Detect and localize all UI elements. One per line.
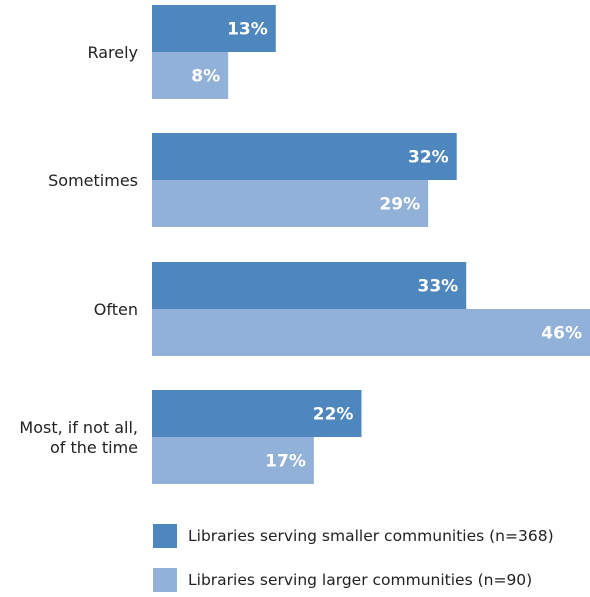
- bar-often-series-2: [152, 309, 590, 356]
- category-label-most-if-not-all-of-the-time: Most, if not all, of the time: [19, 418, 138, 457]
- bar-rarely-series-1: [152, 5, 276, 52]
- value-label-sometimes-series-1: 32%: [408, 148, 449, 168]
- value-label-rarely-series-1: 13%: [227, 20, 268, 40]
- category-label-often: Often: [94, 300, 138, 319]
- bar-most-if-not-all-of-the-time-series-2: [152, 437, 314, 484]
- legend-item-smaller: Libraries serving smaller communities (n…: [153, 524, 583, 548]
- legend-label-larger: Libraries serving larger communities (n=…: [188, 571, 533, 589]
- legend-label-smaller: Libraries serving smaller communities (n…: [188, 527, 554, 545]
- bar-often-series-1: [152, 262, 467, 309]
- value-label-often-series-2: 46%: [541, 324, 582, 344]
- category-label-sometimes: Sometimes: [48, 171, 138, 190]
- value-label-often-series-1: 33%: [418, 277, 459, 297]
- bar-sometimes-series-2: [152, 180, 429, 227]
- bar-most-if-not-all-of-the-time-series-1: [152, 390, 362, 437]
- bar-sometimes-series-1: [152, 133, 457, 180]
- value-label-most-if-not-all-of-the-time-series-1: 22%: [313, 405, 354, 425]
- bar-rarely-series-2: [152, 52, 229, 99]
- legend-swatch-smaller: [153, 524, 177, 548]
- value-label-rarely-series-2: 8%: [191, 67, 220, 87]
- category-label-rarely: Rarely: [87, 43, 138, 62]
- value-label-most-if-not-all-of-the-time-series-2: 17%: [265, 452, 306, 472]
- legend-swatch-larger: [153, 568, 177, 592]
- value-label-sometimes-series-2: 29%: [379, 195, 420, 215]
- bar-chart: 13% 8% Rarely 32% 29% Sometimes 33% 46% Often 22%…: [19, 5, 590, 484]
- legend-item-larger: Libraries serving larger communities (n=…: [153, 568, 583, 592]
